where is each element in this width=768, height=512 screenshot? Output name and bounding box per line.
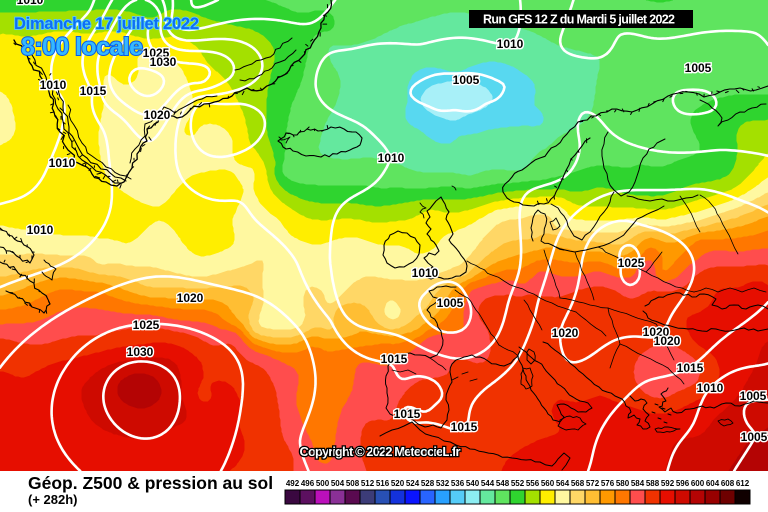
svg-text:1030: 1030 [150, 55, 177, 69]
svg-text:1010: 1010 [497, 37, 524, 51]
svg-text:1020: 1020 [643, 325, 670, 339]
svg-text:528: 528 [421, 479, 435, 488]
svg-text:500: 500 [316, 479, 330, 488]
svg-text:596: 596 [676, 479, 690, 488]
svg-text:1030: 1030 [127, 345, 154, 359]
svg-text:Run GFS 12 Z du Mardi 5 juille: Run GFS 12 Z du Mardi 5 juillet 2022 [483, 13, 675, 27]
svg-text:Copyright © 2022 MeteocieL.fr: Copyright © 2022 MeteocieL.fr [300, 444, 461, 459]
svg-text:504: 504 [331, 479, 345, 488]
svg-text:532: 532 [436, 479, 450, 488]
svg-text:1010: 1010 [412, 266, 439, 280]
svg-text:1015: 1015 [80, 84, 107, 98]
svg-text:584: 584 [631, 479, 645, 488]
svg-text:568: 568 [571, 479, 585, 488]
svg-text:576: 576 [601, 479, 615, 488]
svg-text:1015: 1015 [451, 420, 478, 434]
svg-text:1015: 1015 [677, 361, 704, 375]
svg-text:1010: 1010 [40, 78, 67, 92]
svg-text:1010: 1010 [49, 156, 76, 170]
svg-text:1010: 1010 [378, 151, 405, 165]
svg-text:Dimanche 17 juillet 2022: Dimanche 17 juillet 2022 [14, 15, 199, 33]
svg-text:1005: 1005 [685, 61, 712, 75]
svg-text:492: 492 [286, 479, 300, 488]
svg-text:560: 560 [541, 479, 555, 488]
svg-text:8:00 locale: 8:00 locale [21, 33, 143, 61]
svg-text:540: 540 [466, 479, 480, 488]
svg-text:564: 564 [556, 479, 570, 488]
svg-text:536: 536 [451, 479, 465, 488]
svg-text:1015: 1015 [381, 352, 408, 366]
svg-text:1020: 1020 [177, 291, 204, 305]
svg-text:Géop. Z500 & pression au sol: Géop. Z500 & pression au sol [28, 473, 273, 493]
svg-text:604: 604 [706, 479, 720, 488]
svg-text:544: 544 [481, 479, 495, 488]
svg-text:1025: 1025 [618, 256, 645, 270]
svg-text:524: 524 [406, 479, 420, 488]
svg-text:1005: 1005 [437, 296, 464, 310]
svg-text:1020: 1020 [654, 334, 681, 348]
svg-text:1020: 1020 [144, 108, 171, 122]
svg-text:1020: 1020 [552, 326, 579, 340]
svg-text:1010: 1010 [17, 0, 44, 7]
svg-text:588: 588 [646, 479, 660, 488]
svg-text:(+ 282h): (+ 282h) [28, 492, 78, 507]
svg-text:592: 592 [661, 479, 675, 488]
svg-text:1010: 1010 [27, 223, 54, 237]
svg-text:512: 512 [361, 479, 375, 488]
svg-text:548: 548 [496, 479, 510, 488]
svg-text:572: 572 [586, 479, 600, 488]
svg-text:600: 600 [691, 479, 705, 488]
svg-text:552: 552 [511, 479, 525, 488]
svg-text:1005: 1005 [740, 389, 767, 403]
svg-text:1025: 1025 [133, 318, 160, 332]
svg-text:1010: 1010 [697, 381, 724, 395]
svg-text:612: 612 [736, 479, 750, 488]
svg-text:496: 496 [301, 479, 315, 488]
svg-text:508: 508 [346, 479, 360, 488]
svg-text:1015: 1015 [394, 407, 421, 421]
svg-text:1025: 1025 [143, 46, 170, 60]
svg-text:1005: 1005 [741, 430, 768, 444]
svg-text:516: 516 [376, 479, 390, 488]
svg-text:556: 556 [526, 479, 540, 488]
svg-text:608: 608 [721, 479, 735, 488]
svg-text:580: 580 [616, 479, 630, 488]
svg-text:520: 520 [391, 479, 405, 488]
svg-text:1005: 1005 [453, 73, 480, 87]
